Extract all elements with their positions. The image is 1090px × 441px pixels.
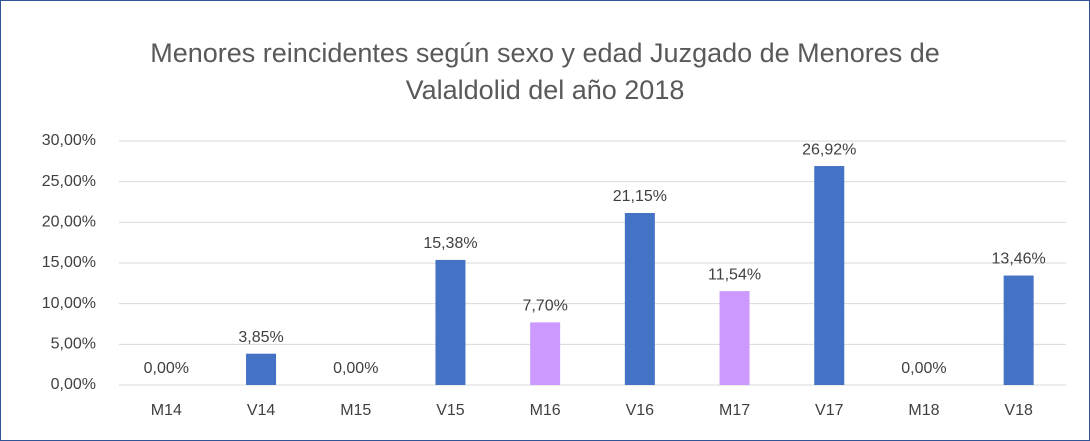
- bar: [1003, 275, 1034, 385]
- bar: [719, 291, 750, 385]
- x-tick-label: V15: [436, 402, 465, 419]
- x-tick-label: M14: [151, 402, 182, 419]
- x-tick-label: M18: [908, 402, 939, 419]
- y-tick-label: 5,00%: [51, 336, 96, 353]
- x-tick-label: V18: [1004, 402, 1033, 419]
- data-label: 0,00%: [144, 360, 189, 377]
- x-tick-label: M17: [719, 402, 750, 419]
- bar: [624, 212, 655, 385]
- bar: [814, 166, 845, 385]
- y-tick-label: 30,00%: [42, 132, 96, 149]
- data-label: 0,00%: [333, 360, 378, 377]
- chart-title: Menores reincidentes según sexo y edad J…: [150, 38, 940, 105]
- bar: [435, 259, 466, 385]
- y-tick-label: 10,00%: [42, 295, 96, 312]
- x-tick-label: V14: [247, 402, 276, 419]
- x-tick-label: M15: [340, 402, 371, 419]
- data-label: 26,92%: [802, 141, 856, 158]
- y-tick-label: 20,00%: [42, 214, 96, 231]
- data-label: 13,46%: [992, 251, 1046, 268]
- y-tick-label: 25,00%: [42, 173, 96, 190]
- x-tick-label: M16: [530, 402, 561, 419]
- data-label: 0,00%: [901, 360, 946, 377]
- data-label: 11,54%: [708, 266, 761, 283]
- x-tick-label: V16: [626, 402, 655, 419]
- y-tick-label: 0,00%: [51, 376, 96, 393]
- y-tick-label: 15,00%: [42, 254, 96, 271]
- data-label: 3,85%: [238, 329, 283, 346]
- bar: [530, 322, 561, 385]
- x-tick-label: V17: [815, 402, 844, 419]
- bar: [246, 353, 277, 385]
- data-label: 21,15%: [613, 188, 667, 205]
- data-label: 7,70%: [522, 298, 567, 315]
- data-label: 15,38%: [423, 235, 477, 252]
